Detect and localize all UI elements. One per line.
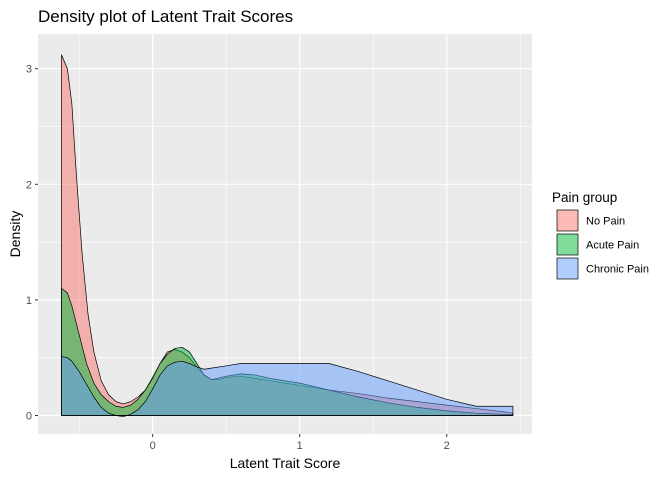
x-axis: 0 1 2 xyxy=(150,434,450,452)
y-tick-label: 0 xyxy=(26,411,32,423)
legend-key-no-pain xyxy=(556,209,579,232)
density-areas xyxy=(61,54,514,418)
x-tick-label: 0 xyxy=(150,440,156,452)
y-tick-label: 3 xyxy=(26,64,32,76)
y-axis: 0 1 2 3 xyxy=(26,64,38,423)
x-tick-label: 2 xyxy=(444,440,450,452)
y-tick-label: 2 xyxy=(26,179,32,191)
x-axis-title: Latent Trait Score xyxy=(230,455,341,471)
x-tick-label: 1 xyxy=(297,440,303,452)
y-axis-title: Density xyxy=(7,211,23,258)
chart-title: Density plot of Latent Trait Scores xyxy=(38,7,293,26)
legend-label-no-pain: No Pain xyxy=(586,216,625,228)
legend-label-chronic-pain: Chronic Pain xyxy=(586,264,649,276)
minor-gridlines xyxy=(38,34,532,434)
legend-label-acute-pain: Acute Pain xyxy=(586,240,639,252)
y-tick-label: 1 xyxy=(26,295,32,307)
legend-title: Pain group xyxy=(552,190,617,205)
legend-key-acute-pain xyxy=(556,233,579,256)
legend-key-chronic-pain xyxy=(556,257,579,280)
legend: Pain group No Pain Acute Pain Chronic Pain xyxy=(552,190,649,280)
density-area-chronic-pain xyxy=(61,356,514,418)
